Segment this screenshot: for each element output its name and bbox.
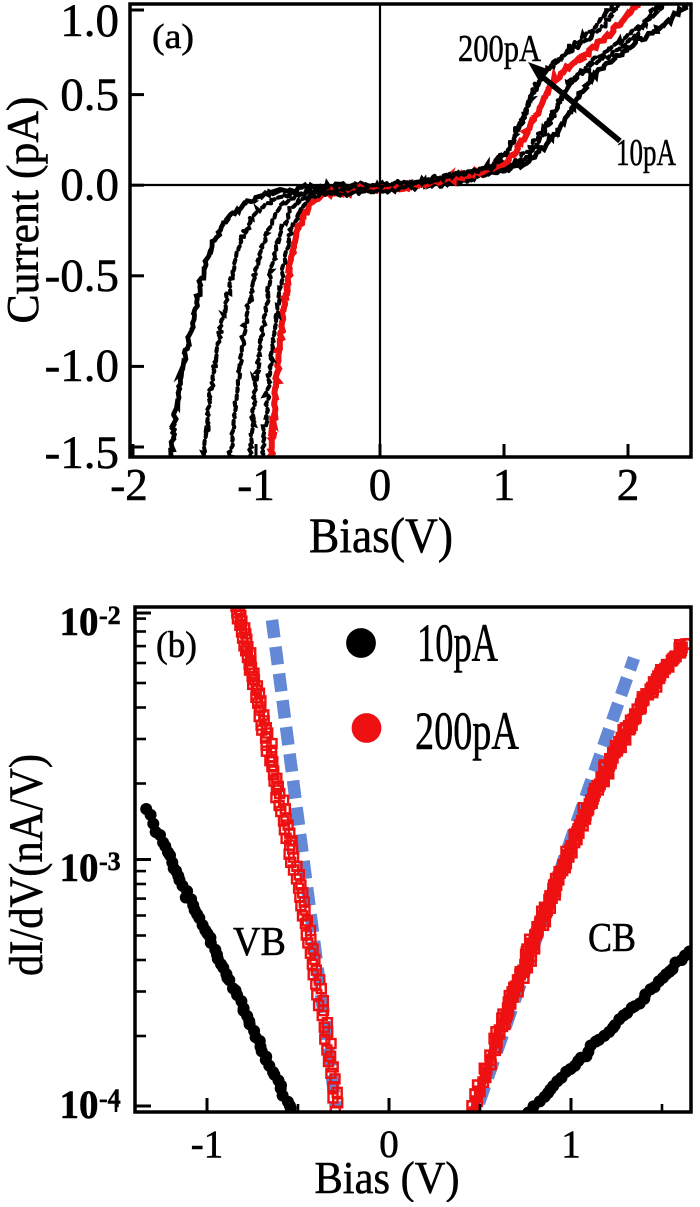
svg-text:10: 10 [60, 599, 99, 644]
svg-text:-1.0: -1.0 [45, 340, 119, 392]
svg-text:Bias (V): Bias (V) [315, 1152, 460, 1202]
svg-text:0: 0 [369, 460, 392, 510]
svg-text:Current (pA): Current (pA) [0, 97, 48, 324]
svg-text:-2: -2 [110, 460, 148, 510]
svg-text:200pA: 200pA [458, 28, 541, 70]
svg-text:VB: VB [233, 918, 286, 964]
svg-text:-3: -3 [99, 847, 121, 876]
svg-text:-1.5: -1.5 [45, 427, 119, 479]
svg-text:(b): (b) [156, 625, 197, 666]
svg-text:10pA: 10pA [417, 613, 498, 673]
svg-text:Bias(V): Bias(V) [309, 507, 453, 563]
svg-text:1.0: 1.0 [60, 0, 119, 47]
svg-text:-2: -2 [99, 601, 121, 630]
svg-text:10: 10 [60, 1082, 99, 1127]
svg-text:CB: CB [588, 914, 636, 960]
svg-text:0: 0 [379, 1123, 399, 1166]
svg-text:1: 1 [493, 460, 516, 510]
svg-text:10: 10 [60, 845, 99, 890]
svg-text:0.0: 0.0 [60, 159, 119, 211]
svg-text:-4: -4 [99, 1084, 121, 1113]
svg-text:1: 1 [561, 1123, 581, 1166]
svg-text:(a): (a) [152, 17, 194, 56]
svg-text:-1: -1 [191, 1123, 224, 1166]
svg-text:2: 2 [617, 460, 640, 510]
svg-text:dI/dV(nA/V): dI/dV(nA/V) [0, 754, 53, 976]
svg-text:-1: -1 [237, 460, 275, 510]
svg-text:0.5: 0.5 [60, 69, 119, 121]
svg-text:-0.5: -0.5 [45, 250, 119, 302]
svg-text:10pA: 10pA [616, 132, 676, 174]
svg-text:200pA: 200pA [415, 701, 519, 761]
